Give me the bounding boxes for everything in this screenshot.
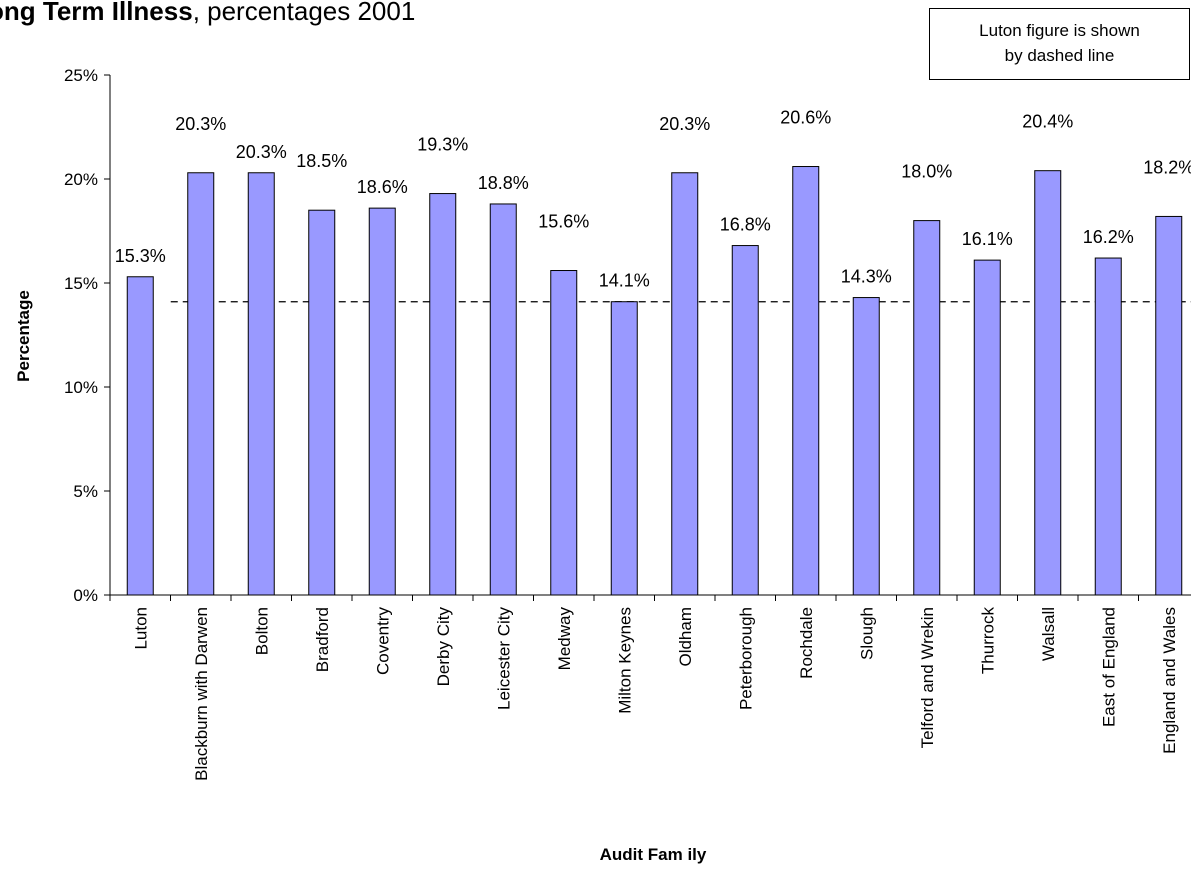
bar-5 xyxy=(429,193,457,596)
axes: 0% 5% 10% 15% 20% 25% xyxy=(64,66,1191,605)
bar-9 xyxy=(671,172,699,596)
category-label-13: Telford and Wrekin xyxy=(918,607,937,748)
data-label-7: 15.6% xyxy=(538,212,589,232)
bar-17 xyxy=(1155,215,1183,596)
category-labels: Luton Blackburn with Darwen Bolton Bradford… xyxy=(131,607,1179,781)
bar-6 xyxy=(489,203,517,596)
chart-title: ong Term Illness, percentages 2001 xyxy=(0,0,415,27)
note-line-2: by dashed line xyxy=(1004,46,1115,65)
data-label-11: 20.6% xyxy=(780,108,831,128)
category-label-9: Oldham xyxy=(676,607,695,667)
bars xyxy=(126,166,1183,596)
bar-15 xyxy=(1034,170,1062,596)
y-tick-label: 5% xyxy=(73,482,98,501)
data-label-10: 16.8% xyxy=(720,215,771,235)
category-label-5: Derby City xyxy=(434,607,453,687)
bar-1 xyxy=(187,172,215,596)
category-label-7: Medway xyxy=(555,607,574,671)
y-tick-label: 10% xyxy=(64,378,98,397)
data-label-1: 20.3% xyxy=(175,114,226,134)
data-label-15: 20.4% xyxy=(1022,112,1073,132)
data-label-0: 15.3% xyxy=(115,246,166,266)
data-label-2: 20.3% xyxy=(236,142,287,162)
data-label-17: 18.2% xyxy=(1143,157,1191,177)
data-label-16: 16.2% xyxy=(1083,227,1134,247)
category-label-11: Rochdale xyxy=(797,607,816,679)
y-axis-title: Percentage xyxy=(14,290,33,382)
data-label-6: 18.8% xyxy=(478,173,529,193)
category-label-0: Luton xyxy=(131,607,150,650)
bar-8 xyxy=(610,301,638,596)
chart-title-bold: ong Term Illness xyxy=(0,0,193,26)
bar-2 xyxy=(247,172,275,596)
bar-0 xyxy=(126,276,154,596)
category-label-1: Blackburn with Darwen xyxy=(192,607,211,781)
data-label-5: 19.3% xyxy=(417,135,468,155)
data-label-13: 18.0% xyxy=(901,162,952,182)
legend-note: Luton figure is shown by dashed line xyxy=(929,8,1190,80)
category-label-2: Bolton xyxy=(252,607,271,655)
category-label-10: Peterborough xyxy=(736,607,755,710)
y-tick-label: 20% xyxy=(64,170,98,189)
bar-14 xyxy=(973,259,1001,596)
data-labels: 15.3% 20.3% 20.3% 18.5% 18.6% 19.3% 18.8% 15.6%… xyxy=(115,108,1191,291)
bar-10 xyxy=(731,245,759,596)
data-label-9: 20.3% xyxy=(659,114,710,134)
y-tick-label: 0% xyxy=(73,586,98,605)
y-tick-label: 25% xyxy=(64,66,98,85)
category-label-14: Thurrock xyxy=(978,607,997,675)
data-label-3: 18.5% xyxy=(296,151,347,171)
category-label-3: Bradford xyxy=(313,607,332,672)
data-label-12: 14.3% xyxy=(841,267,892,287)
y-tick-label: 15% xyxy=(64,274,98,293)
bar-12 xyxy=(852,297,880,596)
data-label-4: 18.6% xyxy=(357,177,408,197)
category-label-12: Slough xyxy=(857,607,876,660)
x-axis-title: Audit Fam ily xyxy=(600,845,707,864)
bar-7 xyxy=(550,270,578,596)
category-label-8: Milton Keynes xyxy=(615,607,634,714)
data-label-8: 14.1% xyxy=(599,271,650,291)
bar-16 xyxy=(1094,257,1122,596)
category-label-17: England and Wales xyxy=(1160,607,1179,754)
note-line-1: Luton figure is shown xyxy=(979,21,1140,40)
chart-title-rest: , percentages 2001 xyxy=(192,0,416,26)
bar-4 xyxy=(368,207,396,596)
category-label-16: East of England xyxy=(1099,607,1118,727)
category-label-15: Walsall xyxy=(1039,607,1058,661)
data-label-14: 16.1% xyxy=(962,229,1013,249)
category-label-4: Coventry xyxy=(373,607,392,676)
category-label-6: Leicester City xyxy=(494,607,513,710)
bar-3 xyxy=(308,209,336,596)
bar-13 xyxy=(913,220,941,596)
bar-11 xyxy=(792,166,820,596)
